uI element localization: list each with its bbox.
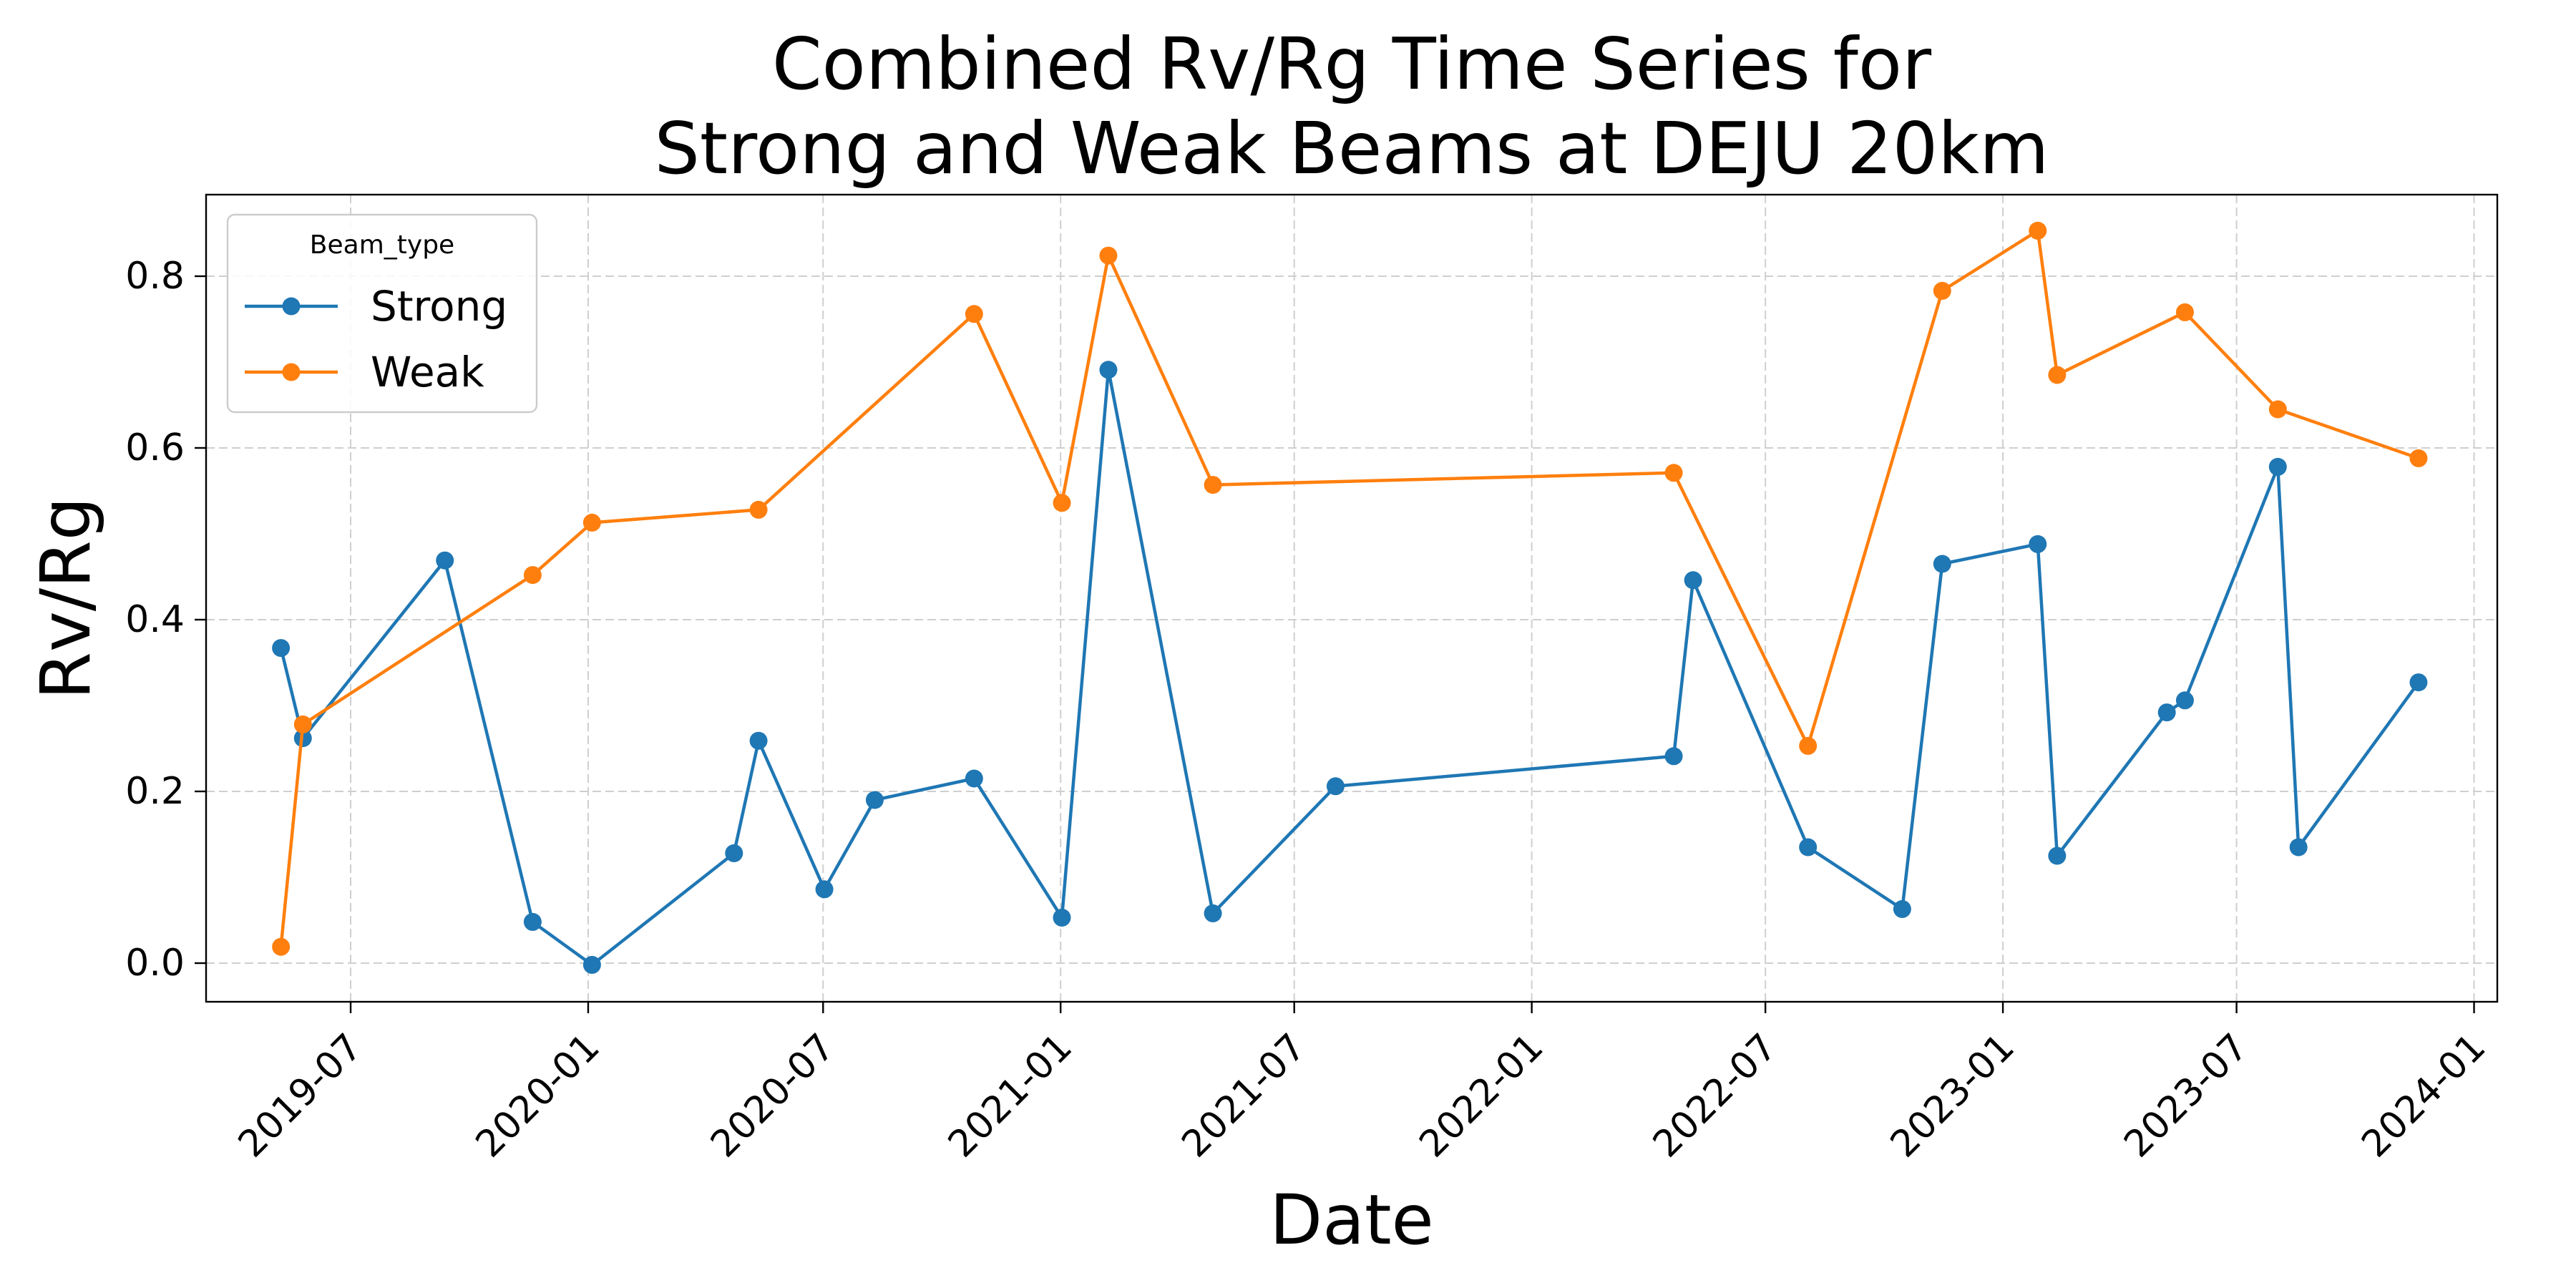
data-point-strong	[2268, 457, 2287, 476]
data-point-strong	[2157, 703, 2176, 722]
y-axis-label: Rv/Rg	[26, 497, 106, 700]
data-point-strong	[2409, 673, 2428, 692]
data-point-strong	[582, 955, 601, 974]
data-point-strong	[865, 791, 884, 809]
data-point-strong	[2048, 847, 2067, 865]
data-point-weak	[2048, 366, 2067, 384]
data-point-weak	[272, 937, 291, 956]
data-point-weak	[582, 513, 601, 532]
data-point-strong	[1099, 361, 1118, 379]
y-tick-label: 0.0	[125, 942, 185, 985]
data-point-strong	[436, 551, 454, 570]
data-point-strong	[1893, 899, 1911, 918]
data-point-weak	[2268, 400, 2287, 419]
data-point-weak	[1204, 476, 1222, 494]
y-axis: 0.0 0.2 0.4 0.6 0.8	[125, 255, 206, 985]
data-point-weak	[1933, 281, 1951, 300]
data-point-weak	[523, 566, 542, 585]
data-point-strong	[1664, 747, 1683, 766]
data-point-strong	[2289, 838, 2308, 857]
y-tick-label: 0.4	[125, 598, 185, 641]
chart-title-line: Combined Rv/Rg Time Series for	[772, 22, 1932, 106]
data-point-weak	[749, 500, 768, 519]
series-weak	[272, 221, 2428, 956]
x-axis-label: Date	[1269, 1180, 1433, 1260]
legend-label-strong: Strong	[371, 282, 507, 331]
data-point-weak	[1053, 494, 1071, 512]
data-point-strong	[1053, 908, 1071, 927]
y-tick-label: 0.6	[125, 426, 185, 469]
data-point-strong	[815, 880, 834, 899]
data-point-weak	[965, 305, 983, 323]
data-point-strong	[1326, 777, 1345, 796]
legend: Beam_type Strong Weak	[226, 213, 538, 414]
chart-title-line: Strong and Weak Beams at DEJU 20km	[654, 107, 2049, 190]
legend-marker-strong	[282, 297, 301, 316]
legend-title: Beam_type	[310, 230, 454, 260]
data-point-strong	[725, 844, 743, 862]
data-point-strong	[2029, 535, 2047, 553]
plot-area-frame	[205, 193, 2499, 1003]
data-point-strong	[2175, 691, 2194, 710]
data-point-weak	[2175, 303, 2194, 321]
data-point-strong	[1204, 904, 1222, 922]
data-point-strong	[1933, 555, 1951, 573]
data-point-weak	[1799, 736, 1818, 755]
y-tick-label: 0.8	[125, 255, 185, 298]
data-point-weak	[2029, 221, 2047, 240]
legend-label-weak: Weak	[371, 348, 484, 396]
legend-box	[226, 213, 538, 414]
data-point-weak	[1099, 246, 1118, 265]
legend-marker-weak	[282, 363, 301, 381]
data-point-strong	[749, 731, 768, 750]
data-point-strong	[523, 912, 542, 931]
data-point-weak	[1664, 464, 1683, 482]
data-point-weak	[293, 715, 312, 733]
series-layer	[272, 221, 2428, 974]
y-tick-label: 0.2	[125, 770, 185, 813]
data-point-strong	[272, 639, 291, 658]
data-point-strong	[965, 769, 983, 788]
series-strong	[272, 361, 2428, 974]
series-line-strong	[279, 368, 2420, 967]
data-point-strong	[1799, 838, 1818, 857]
data-point-strong	[1684, 571, 1702, 590]
data-point-weak	[2409, 449, 2428, 467]
